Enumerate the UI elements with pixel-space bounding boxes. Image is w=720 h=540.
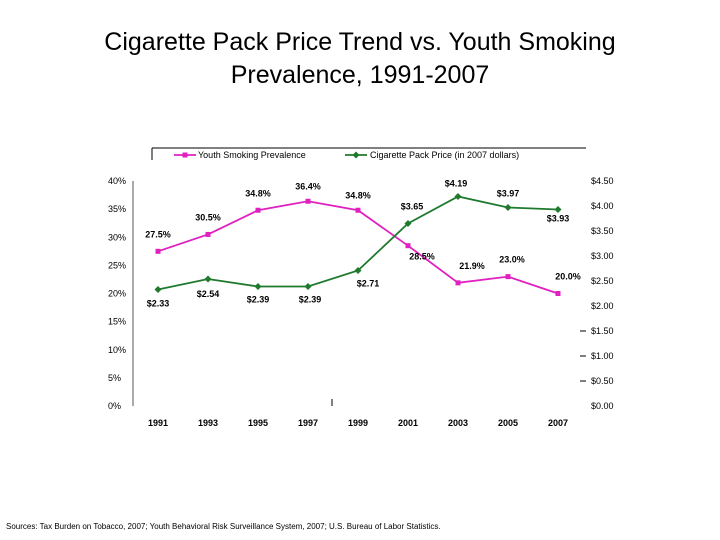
left-axis-tick-label: 25% [108, 260, 126, 270]
left-axis-tick-label: 30% [108, 232, 126, 242]
left-axis-tick-label: 15% [108, 317, 126, 327]
legend-pack-price: Cigarette Pack Price (in 2007 dollars) [345, 150, 519, 160]
x-axis-tick-label: 2005 [498, 418, 518, 428]
youth-smoking-data-label: 20.0% [555, 272, 581, 282]
left-axis-tick-label: 10% [108, 345, 126, 355]
chart-series [154, 193, 562, 296]
pack-price-point [204, 275, 212, 283]
pack-price-data-label: $3.65 [401, 202, 424, 212]
youth-smoking-point [355, 207, 361, 213]
chart-data-labels: 27.5% 30.5% 34.8% 36.4% 34.8% 28.5% 21.9% 23.0%… [145, 179, 581, 309]
right-axis-tick-label: $4.00 [591, 201, 614, 211]
x-axis-tick-label: 1991 [148, 418, 168, 428]
pack-price-point [254, 283, 262, 290]
pack-price-data-label: $2.71 [357, 279, 380, 289]
right-axis-tick-label: $1.50 [591, 326, 614, 336]
legend-label: Youth Smoking Prevalence [198, 150, 306, 160]
youth-smoking-point [155, 248, 161, 254]
right-axis-tick-label: $2.00 [591, 301, 614, 311]
x-axis-tick-label: 1993 [198, 418, 218, 428]
youth-smoking-point [205, 231, 211, 237]
youth-smoking-point [255, 207, 261, 213]
left-axis-tick-label: 20% [108, 289, 126, 299]
chart-title-line-1: Cigarette Pack Price Trend vs. Youth Smo… [104, 28, 616, 56]
youth-smoking-point [455, 280, 461, 286]
youth-smoking-data-label: 36.4% [295, 181, 321, 191]
youth-smoking-data-label: 30.5% [195, 212, 221, 222]
x-axis-tick-label: 2007 [548, 418, 568, 428]
youth-smoking-data-label: 34.8% [245, 188, 271, 198]
pack-price-point [504, 204, 512, 211]
pack-price-point [154, 286, 162, 293]
source-note: Sources: Tax Burden on Tobacco, 2007; Yo… [6, 522, 441, 531]
chart-axes: 0% 5% 10% 15% 20% 25% 30% 35% 40% $0.00 $0.50 $1.00… [108, 176, 614, 428]
youth-smoking-data-label: 28.5% [409, 252, 435, 262]
pack-price-data-label: $3.93 [547, 214, 570, 224]
youth-smoking-point [555, 291, 561, 296]
x-axis-tick-label: 2003 [448, 418, 468, 428]
left-axis-tick-label: 5% [108, 373, 121, 383]
chart-legend: Youth Smoking Prevalence Cigarette Pack P… [151, 147, 586, 160]
left-axis-tick-label: 35% [108, 204, 126, 214]
youth-smoking-point [505, 274, 511, 280]
youth-smoking-point [305, 198, 311, 204]
pack-price-data-label: $2.33 [147, 299, 170, 309]
right-axis-tick-label: $0.50 [591, 376, 614, 386]
x-axis-tick-label: 2001 [398, 418, 418, 428]
left-axis-tick-label: 0% [108, 401, 121, 411]
left-axis-tick-label: 40% [108, 176, 126, 186]
pack-price-point [304, 283, 312, 290]
pack-price-data-label: $2.39 [247, 295, 270, 305]
pack-price-data-label: $2.39 [299, 295, 322, 305]
pack-price-point [454, 193, 462, 200]
x-axis-tick-label: 1995 [248, 418, 268, 428]
youth-smoking-data-label: 27.5% [145, 229, 171, 239]
youth-smoking-data-label: 23.0% [499, 255, 525, 265]
right-axis-tick-label: $4.50 [591, 176, 614, 186]
legend-square-marker [182, 152, 188, 158]
legend-youth-smoking: Youth Smoking Prevalence [174, 150, 306, 160]
legend-label: Cigarette Pack Price (in 2007 dollars) [370, 150, 519, 160]
right-axis-tick-label: $0.00 [591, 401, 614, 411]
x-axis-tick-label: 1999 [348, 418, 368, 428]
right-axis-tick-label: $3.00 [591, 251, 614, 261]
pack-price-data-label: $4.19 [445, 179, 468, 189]
youth-smoking-data-label: 21.9% [459, 261, 485, 271]
legend-diamond-marker [352, 151, 360, 159]
pack-price-point [404, 220, 412, 227]
x-axis-tick-label: 1997 [298, 418, 318, 428]
chart-title: Cigarette Pack Price Trend vs. Youth Smo… [0, 26, 720, 92]
pack-price-data-label: $3.97 [497, 189, 520, 199]
pack-price-point [354, 267, 362, 274]
youth-smoking-data-label: 34.8% [345, 190, 371, 200]
right-axis-tick-label: $3.50 [591, 226, 614, 236]
pack-price-point [554, 206, 562, 213]
youth-smoking-point [405, 243, 411, 249]
pack-price-data-label: $2.54 [197, 289, 220, 299]
right-axis-tick-label: $2.50 [591, 276, 614, 286]
chart-title-line-2: Prevalence, 1991-2007 [230, 61, 490, 89]
right-axis-tick-label: $1.00 [591, 351, 614, 361]
